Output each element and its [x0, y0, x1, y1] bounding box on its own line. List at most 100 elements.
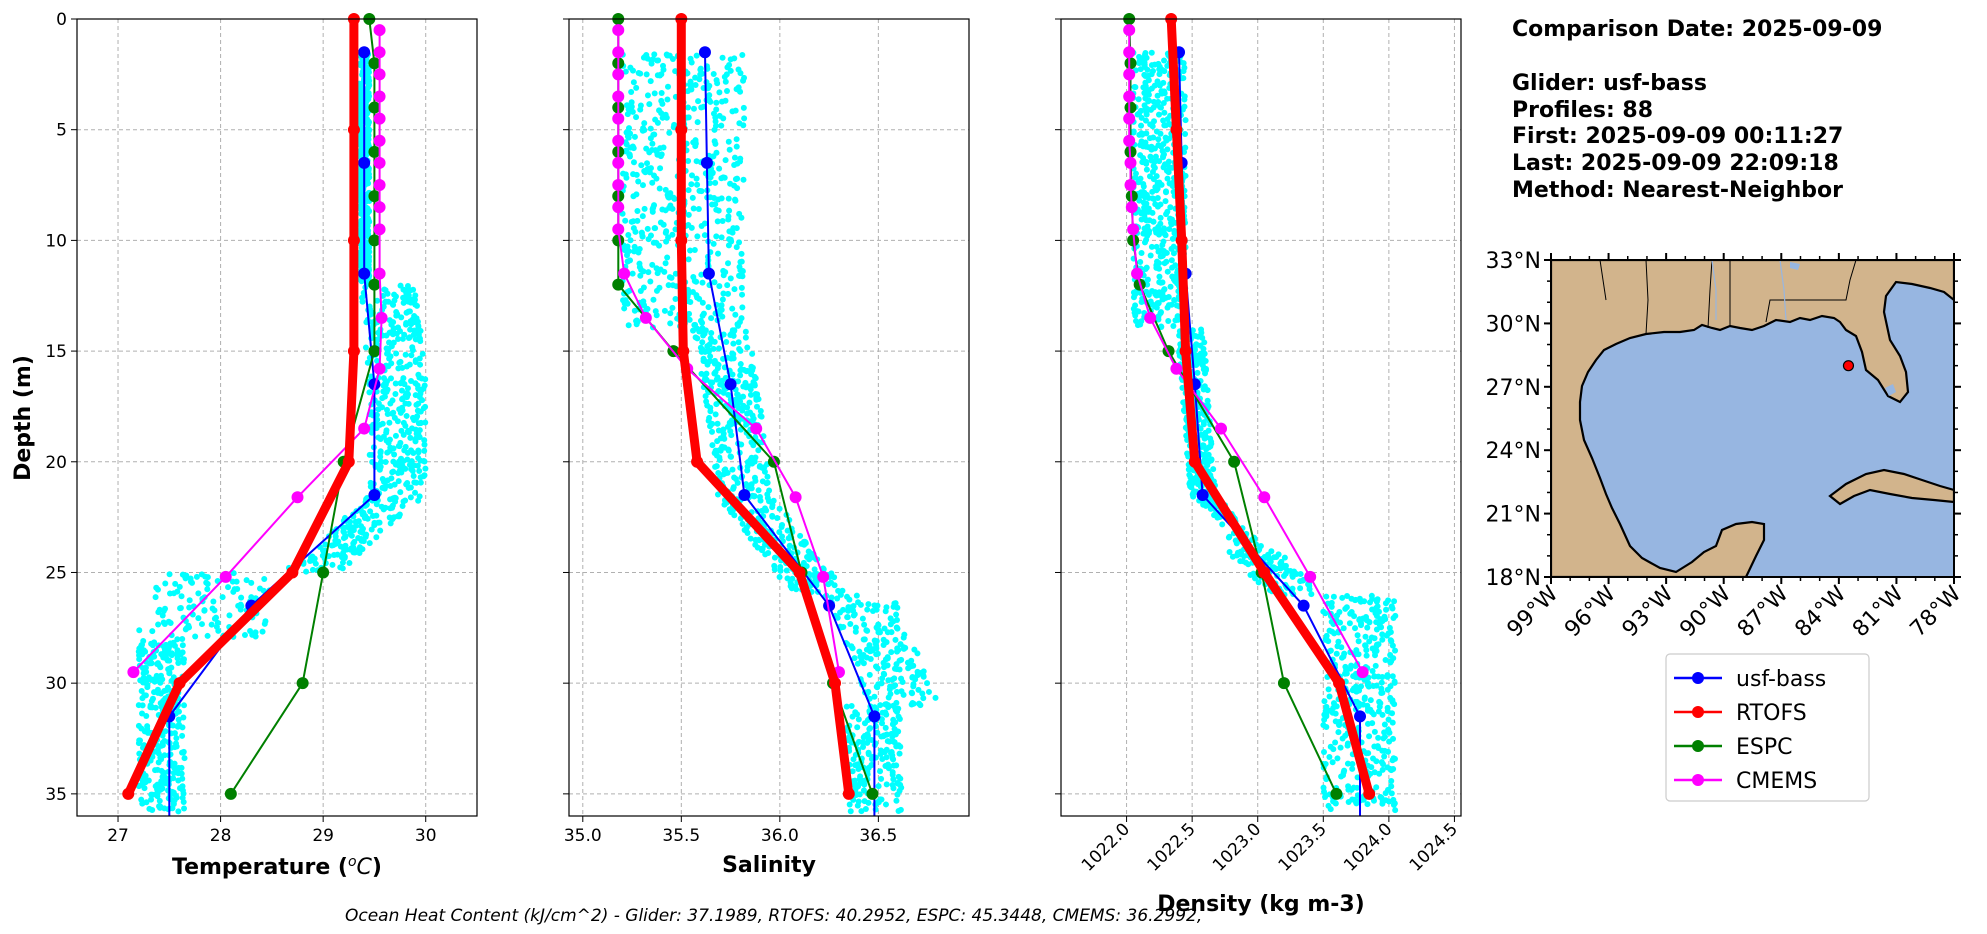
glider-sample-point: [1355, 638, 1362, 645]
glider-sample-point: [744, 367, 751, 374]
y-tick-label: 30: [45, 674, 67, 694]
glider-sample-point: [883, 604, 890, 611]
glider-sample-point: [1205, 451, 1212, 458]
glider-sample-point: [1385, 726, 1392, 733]
glider-sample-point: [692, 82, 699, 89]
glider-sample-point: [785, 535, 792, 542]
glider-sample-point: [733, 136, 740, 143]
glider-sample-point: [1147, 121, 1154, 128]
glider-sample-point: [1354, 632, 1361, 639]
glider-sample-point: [1342, 663, 1349, 670]
glider-sample-point: [740, 383, 747, 390]
glider-sample-point: [392, 293, 399, 300]
glider-sample-point: [1362, 643, 1369, 650]
glider-sample-point: [366, 389, 373, 396]
cmems-profile-point: [373, 267, 386, 280]
glider-sample-point: [727, 332, 734, 339]
glider-sample-point: [358, 262, 365, 269]
glider-sample-point: [865, 799, 872, 806]
glider-sample-point: [685, 211, 692, 218]
glider-sample-point: [771, 554, 778, 561]
glider-sample-point: [173, 735, 180, 742]
glider-sample-point: [667, 310, 674, 317]
glider-sample-point: [1160, 238, 1167, 245]
glider-sample-point: [877, 702, 884, 709]
glider-sample-point: [649, 208, 656, 215]
glider-sample-point: [384, 290, 391, 297]
glider-sample-point: [719, 296, 726, 303]
glider-sample-point: [873, 606, 880, 613]
glider-sample-point: [395, 365, 402, 372]
glider-sample-point: [1168, 257, 1175, 264]
glider-sample-point: [712, 368, 719, 375]
rtofs-profile-line: [124, 19, 359, 796]
glider-sample-point: [726, 419, 733, 426]
espc-profile-point: [317, 566, 330, 579]
glider-sample-point: [644, 160, 651, 167]
glider-sample-point: [226, 612, 233, 619]
glider-sample-point: [1378, 795, 1385, 802]
glider-sample-point: [779, 533, 786, 540]
glider-sample-point: [154, 689, 161, 696]
glider-sample-point: [1362, 633, 1369, 640]
glider-sample-point: [849, 768, 856, 775]
glider-sample-point: [687, 299, 694, 306]
glider-sample-point: [152, 594, 159, 601]
glider-sample-point: [892, 636, 899, 643]
glider-sample-point: [718, 122, 725, 129]
glider-sample-point: [404, 385, 411, 392]
cmems-profile-point: [612, 90, 625, 103]
glider-sample-point: [687, 247, 694, 254]
glider-sample-point: [1330, 593, 1337, 600]
glider-sample-point: [377, 463, 384, 470]
glider-sample-point: [630, 159, 637, 166]
glider-sample-point: [1164, 95, 1171, 102]
cmems-profile-point: [1215, 422, 1227, 435]
lat-tick-label: 18°N: [1486, 566, 1541, 591]
glider-sample-point: [1149, 168, 1156, 175]
glider-sample-point: [1378, 679, 1385, 686]
glider-sample-point: [1373, 626, 1380, 633]
glider-sample-point: [698, 188, 705, 195]
glider-sample-point: [725, 260, 732, 267]
cmems-profile-point: [612, 46, 625, 59]
cmems-profile-point: [373, 362, 386, 375]
glider-sample-point: [639, 182, 646, 189]
glider-sample-point: [638, 266, 645, 273]
glider-sample-point: [162, 580, 169, 587]
glider-sample-point: [1167, 204, 1174, 211]
glider-sample-point: [399, 407, 406, 414]
glider-sample-point: [159, 612, 166, 619]
glider-sample-point: [880, 670, 887, 677]
glider-sample-point: [715, 361, 722, 368]
glider-sample-point: [1165, 317, 1172, 324]
glider-sample-point: [390, 301, 397, 308]
glider-sample-point: [693, 52, 700, 59]
glider-sample-point: [1348, 608, 1355, 615]
glider-sample-point: [658, 90, 665, 97]
glider-sample-point: [784, 575, 791, 582]
glider-sample-point: [389, 504, 396, 511]
glider-sample-point: [652, 308, 659, 315]
glider-sample-point: [366, 540, 373, 547]
glider-sample-point: [329, 561, 336, 568]
glider-sample-point: [1384, 686, 1391, 693]
glider-sample-point: [717, 381, 724, 388]
usf-bass-profile-point: [1354, 710, 1367, 723]
glider-sample-point: [919, 690, 926, 697]
glider-sample-point: [686, 316, 693, 323]
glider-sample-point: [883, 731, 890, 738]
glider-sample-point: [669, 304, 676, 311]
glider-sample-point: [707, 423, 714, 430]
glider-sample-point: [1273, 565, 1280, 572]
glider-sample-point: [736, 396, 743, 403]
glider-sample-point: [142, 692, 149, 699]
cmems-profile-point: [1123, 24, 1136, 37]
usf-bass-profile-point: [868, 710, 881, 723]
glider-sample-point: [639, 213, 646, 220]
glider-sample-point: [878, 775, 885, 782]
glider-sample-point: [718, 302, 725, 309]
glider-sample-point: [644, 92, 651, 99]
glider-sample-point: [403, 363, 410, 370]
glider-sample-point: [738, 315, 745, 322]
